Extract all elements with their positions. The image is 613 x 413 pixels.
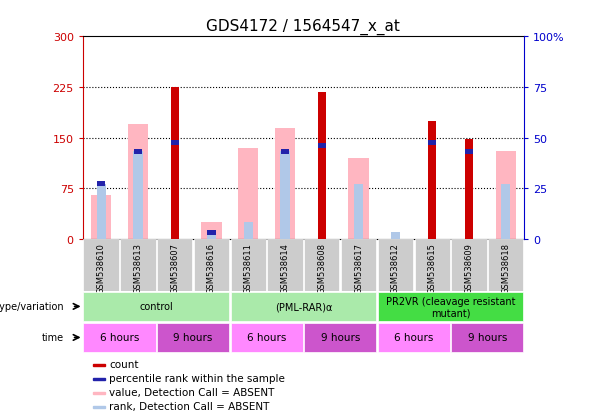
Text: GSM538611: GSM538611 bbox=[244, 242, 253, 293]
Bar bbox=[93, 365, 105, 366]
Text: (PML-RAR)α: (PML-RAR)α bbox=[275, 301, 332, 312]
Bar bbox=[207, 233, 216, 240]
Bar bbox=[194, 240, 229, 291]
Bar bbox=[501, 184, 511, 240]
Bar bbox=[207, 230, 216, 235]
Bar bbox=[170, 88, 179, 240]
Bar bbox=[495, 152, 516, 240]
Text: GSM538608: GSM538608 bbox=[318, 242, 326, 293]
Bar bbox=[120, 240, 156, 291]
Text: GSM538618: GSM538618 bbox=[501, 242, 510, 293]
Text: rank, Detection Call = ABSENT: rank, Detection Call = ABSENT bbox=[109, 401, 270, 411]
Bar bbox=[91, 196, 112, 240]
Bar bbox=[93, 406, 105, 408]
Bar bbox=[97, 184, 106, 240]
Bar bbox=[134, 152, 142, 240]
Text: 6 hours: 6 hours bbox=[394, 332, 433, 343]
Text: percentile rank within the sample: percentile rank within the sample bbox=[109, 373, 285, 383]
Bar bbox=[238, 149, 259, 240]
Text: GSM538610: GSM538610 bbox=[97, 242, 105, 293]
Bar bbox=[128, 125, 148, 240]
Bar bbox=[451, 240, 487, 291]
Bar bbox=[354, 184, 364, 240]
Text: value, Detection Call = ABSENT: value, Detection Call = ABSENT bbox=[109, 387, 275, 397]
Text: control: control bbox=[139, 301, 173, 312]
Bar bbox=[304, 240, 340, 291]
Text: GSM538617: GSM538617 bbox=[354, 242, 363, 293]
Bar bbox=[244, 223, 253, 240]
Title: GDS4172 / 1564547_x_at: GDS4172 / 1564547_x_at bbox=[207, 18, 400, 34]
Bar bbox=[134, 150, 142, 154]
Bar bbox=[378, 292, 524, 321]
Bar bbox=[93, 378, 105, 380]
Bar bbox=[83, 323, 156, 352]
Text: 9 hours: 9 hours bbox=[321, 332, 360, 343]
Bar bbox=[157, 323, 229, 352]
Text: GSM538612: GSM538612 bbox=[391, 242, 400, 293]
Bar bbox=[202, 223, 222, 240]
Bar bbox=[348, 159, 369, 240]
Bar bbox=[230, 292, 376, 321]
Bar bbox=[97, 182, 105, 187]
Bar bbox=[157, 240, 192, 291]
Text: 9 hours: 9 hours bbox=[468, 332, 507, 343]
Bar bbox=[267, 240, 303, 291]
Text: PR2VR (cleavage resistant
mutant): PR2VR (cleavage resistant mutant) bbox=[386, 296, 516, 318]
Text: GSM538607: GSM538607 bbox=[170, 242, 179, 293]
Text: genotype/variation: genotype/variation bbox=[0, 301, 64, 312]
Bar bbox=[304, 323, 376, 352]
Bar bbox=[391, 233, 400, 240]
Text: GSM538615: GSM538615 bbox=[428, 242, 436, 293]
Text: 9 hours: 9 hours bbox=[173, 332, 213, 343]
Bar bbox=[83, 240, 119, 291]
Bar bbox=[281, 150, 289, 154]
Bar bbox=[281, 152, 289, 240]
Text: count: count bbox=[109, 359, 139, 369]
Bar bbox=[230, 323, 303, 352]
Bar bbox=[378, 240, 413, 291]
Bar bbox=[83, 292, 229, 321]
Bar bbox=[170, 141, 179, 145]
Bar bbox=[414, 240, 450, 291]
Text: 6 hours: 6 hours bbox=[100, 332, 139, 343]
Bar bbox=[93, 392, 105, 394]
Bar bbox=[428, 141, 436, 145]
Bar bbox=[488, 240, 524, 291]
Bar bbox=[465, 150, 473, 154]
Bar bbox=[275, 128, 295, 240]
Bar bbox=[428, 121, 436, 240]
Text: GSM538613: GSM538613 bbox=[134, 242, 142, 293]
Text: GSM538616: GSM538616 bbox=[207, 242, 216, 293]
Text: GSM538609: GSM538609 bbox=[465, 242, 473, 293]
Text: 6 hours: 6 hours bbox=[247, 332, 286, 343]
Text: time: time bbox=[42, 332, 64, 343]
Bar bbox=[341, 240, 376, 291]
Bar bbox=[230, 240, 266, 291]
Bar bbox=[451, 323, 524, 352]
Bar bbox=[318, 144, 326, 149]
Text: GSM538614: GSM538614 bbox=[281, 242, 289, 293]
Bar bbox=[378, 323, 450, 352]
Bar bbox=[318, 93, 326, 240]
Bar bbox=[465, 140, 473, 240]
